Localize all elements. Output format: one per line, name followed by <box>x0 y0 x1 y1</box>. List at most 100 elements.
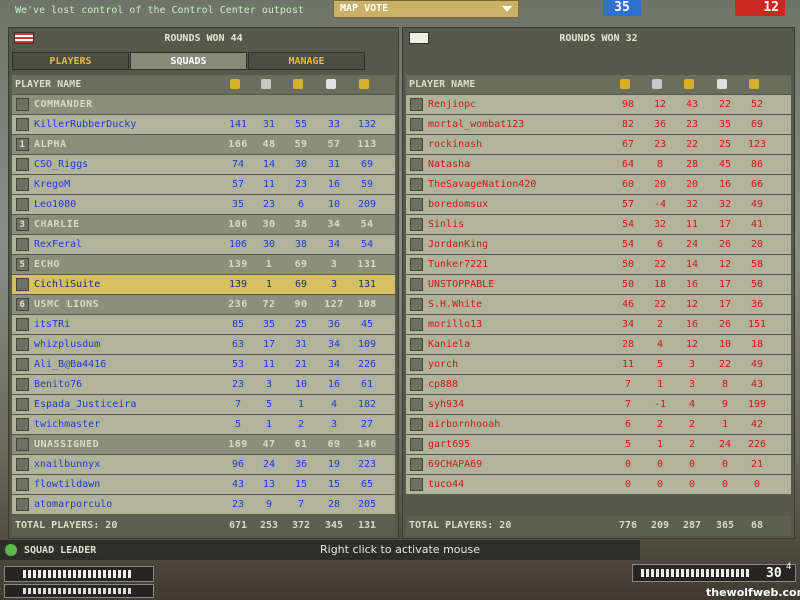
player-row[interactable]: Kaniela 28 4 12 10 18 <box>406 335 791 354</box>
player-row[interactable]: S.H.White 46 22 12 17 36 <box>406 295 791 314</box>
name: mortal_wombat123 <box>428 119 525 130</box>
player-row[interactable]: KregoM 57 11 23 16 59 <box>12 175 395 194</box>
row-icon <box>410 338 423 351</box>
player-row[interactable]: Benito76 23 3 10 16 61 <box>12 375 395 394</box>
stat: 3 <box>330 279 338 290</box>
player-row[interactable]: KillerRubberDucky 141 31 55 33 132 <box>12 115 395 134</box>
row-icon: 1 <box>16 138 29 151</box>
stat: 12 <box>685 299 699 310</box>
total-stat: 253 <box>259 520 279 531</box>
stat: 7 <box>624 399 632 410</box>
stat: 45 <box>718 159 732 170</box>
stat: 182 <box>357 399 377 410</box>
map-vote[interactable]: MAP VOTE <box>333 0 519 18</box>
row-icon <box>16 438 29 451</box>
stat: 6 <box>624 419 632 430</box>
player-row[interactable]: Ali_B@Ba4416 53 11 21 34 226 <box>12 355 395 374</box>
player-row[interactable]: gart695 5 1 2 24 226 <box>406 435 791 454</box>
player-row[interactable]: Natasha 64 8 28 45 86 <box>406 155 791 174</box>
row-icon <box>410 98 423 111</box>
stat: 35 <box>231 199 245 210</box>
stat: 20 <box>750 239 764 250</box>
stat: 1 <box>297 399 305 410</box>
stat: 82 <box>621 119 635 130</box>
stat: 132 <box>357 119 377 130</box>
player-row[interactable]: whizplusdum 63 17 31 34 109 <box>12 335 395 354</box>
stat: 20 <box>685 179 699 190</box>
player-row[interactable]: UNSTOPPABLE 50 18 16 17 50 <box>406 275 791 294</box>
row-icon <box>16 458 29 471</box>
player-row[interactable]: yorch 11 5 3 22 49 <box>406 355 791 374</box>
stat: 3 <box>688 379 696 390</box>
player-row[interactable]: CSO_Riggs 74 14 30 31 69 <box>12 155 395 174</box>
row-icon <box>410 258 423 271</box>
stat: 61 <box>294 439 308 450</box>
player-row[interactable]: atomarporculo 23 9 7 28 205 <box>12 495 395 514</box>
tab[interactable]: PLAYERS <box>12 52 129 70</box>
stat: 53 <box>231 359 245 370</box>
total-stat: 776 <box>618 520 638 531</box>
stat: 17 <box>718 299 732 310</box>
left-team-panel: ROUNDS WON 44 PLAYERS SQUADS MANAGE PLAYER N… <box>8 27 399 539</box>
row-icon <box>410 458 423 471</box>
player-row[interactable]: TheSavageNation420 60 20 20 16 66 <box>406 175 791 194</box>
stat: 69 <box>750 119 764 130</box>
stat: -4 <box>653 199 667 210</box>
player-row[interactable]: CichliSuite 139 1 69 3 131 <box>12 275 395 294</box>
stat: 28 <box>621 339 635 350</box>
stat: 23 <box>294 179 308 190</box>
player-row[interactable]: itsTRi 85 35 25 36 45 <box>12 315 395 334</box>
name: S.H.White <box>428 299 483 310</box>
stat: 106 <box>228 239 248 250</box>
rounds-won: ROUNDS WON 32 <box>559 33 638 44</box>
tab[interactable]: SQUADS <box>130 52 247 70</box>
column-icon <box>230 79 240 89</box>
player-row[interactable]: cp888 7 1 3 8 43 <box>406 375 791 394</box>
player-row[interactable]: twichmaster 5 1 2 3 27 <box>12 415 395 434</box>
player-row[interactable]: boredomsux 57 -4 32 32 49 <box>406 195 791 214</box>
stat: 60 <box>621 179 635 190</box>
chat-message: We've lost control of the Control Center… <box>15 5 304 16</box>
player-row[interactable]: Sinlis 54 32 11 17 41 <box>406 215 791 234</box>
ammo-box <box>632 564 796 582</box>
name: Sinlis <box>428 219 465 230</box>
group-row: COMMANDER <box>12 95 395 114</box>
column-icon <box>620 79 630 89</box>
name: gart695 <box>428 439 471 450</box>
player-row[interactable]: mortal_wombat123 82 36 23 35 69 <box>406 115 791 134</box>
stat: 25 <box>294 319 308 330</box>
stat: 25 <box>718 139 732 150</box>
stat: 23 <box>231 379 245 390</box>
row-icon: 3 <box>16 218 29 231</box>
player-row[interactable]: flowtildawn 43 13 15 15 65 <box>12 475 395 494</box>
player-row[interactable]: RexFeral 106 30 38 34 54 <box>12 235 395 254</box>
player-row[interactable]: syh934 7 -1 4 9 199 <box>406 395 791 414</box>
tab[interactable]: MANAGE <box>248 52 365 70</box>
stat: 23 <box>262 199 276 210</box>
column-header-row: PLAYER NAME <box>12 75 395 94</box>
player-row[interactable]: morillo13 34 2 16 26 151 <box>406 315 791 334</box>
stat: 236 <box>228 299 248 310</box>
stat: 6 <box>656 239 664 250</box>
stat: 1 <box>656 439 664 450</box>
stat: 22 <box>653 299 667 310</box>
row-icon <box>16 278 29 291</box>
player-row[interactable]: airbornhooah 6 2 2 1 42 <box>406 415 791 434</box>
player-row[interactable]: 69CHAPA69 0 0 0 0 21 <box>406 455 791 474</box>
health-bar <box>4 566 154 582</box>
player-row[interactable]: Tunker7221 50 22 14 12 58 <box>406 255 791 274</box>
player-row[interactable]: Leo1080 35 23 6 10 209 <box>12 195 395 214</box>
player-row[interactable]: rockinash 67 23 22 25 123 <box>406 135 791 154</box>
stat: 69 <box>360 159 374 170</box>
total-row: TOTAL PLAYERS: 20 671 253 372 345 131 <box>12 516 395 536</box>
row-icon <box>410 198 423 211</box>
name: CHARLIE <box>34 219 80 230</box>
player-row[interactable]: xnailbunnyx 96 24 36 19 223 <box>12 455 395 474</box>
row-icon: 6 <box>16 298 29 311</box>
player-row[interactable]: Renjiopc 98 12 43 22 52 <box>406 95 791 114</box>
stat: 15 <box>294 479 308 490</box>
name: CichliSuite <box>34 279 101 290</box>
player-row[interactable]: Espada_Justiceira 7 5 1 4 182 <box>12 395 395 414</box>
player-row[interactable]: JordanKing 54 6 24 26 20 <box>406 235 791 254</box>
player-row[interactable]: tuco44 0 0 0 0 0 <box>406 475 791 494</box>
